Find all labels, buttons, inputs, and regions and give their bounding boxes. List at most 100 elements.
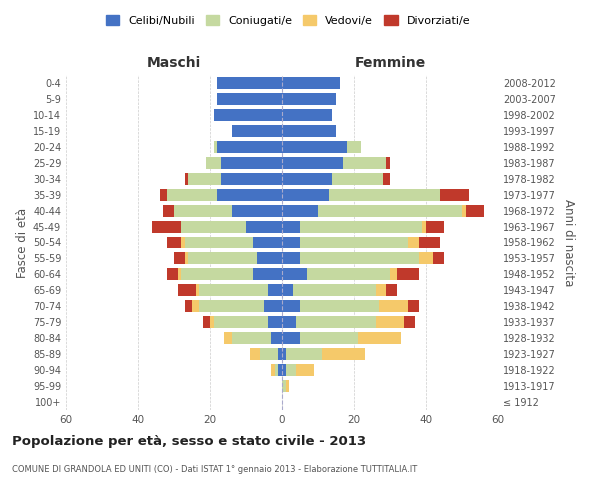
Bar (278, 364, 282, 376)
Bar (185, 300, 192, 312)
Bar (214, 316, 268, 328)
Bar (217, 77, 282, 89)
Bar (408, 236, 419, 248)
Bar (466, 204, 484, 216)
Bar (199, 300, 264, 312)
Bar (185, 236, 253, 248)
Bar (404, 316, 415, 328)
Bar (296, 364, 314, 376)
Bar (282, 157, 343, 168)
Bar (185, 252, 188, 264)
Bar (188, 172, 221, 184)
Bar (282, 252, 300, 264)
Bar (217, 141, 282, 153)
Bar (210, 316, 214, 328)
Bar (422, 220, 426, 232)
Text: Popolazione per età, sesso e stato civile - 2013: Popolazione per età, sesso e stato civil… (12, 435, 366, 448)
Bar (250, 348, 260, 360)
Bar (347, 141, 361, 153)
Bar (440, 188, 469, 200)
Bar (257, 252, 282, 264)
Bar (408, 300, 419, 312)
Text: Femmine: Femmine (355, 56, 425, 70)
Bar (174, 204, 232, 216)
Bar (419, 236, 440, 248)
Bar (282, 316, 296, 328)
Bar (232, 204, 282, 216)
Bar (332, 172, 383, 184)
Bar (253, 268, 282, 280)
Bar (293, 284, 376, 296)
Bar (462, 204, 466, 216)
Bar (282, 188, 329, 200)
Bar (282, 220, 300, 232)
Bar (282, 332, 300, 344)
Bar (260, 348, 278, 360)
Bar (376, 284, 386, 296)
Bar (282, 172, 332, 184)
Text: COMUNE DI GRANDOLA ED UNITI (CO) - Dati ISTAT 1° gennaio 2013 - Elaborazione TUT: COMUNE DI GRANDOLA ED UNITI (CO) - Dati … (12, 465, 417, 474)
Bar (167, 188, 217, 200)
Bar (221, 172, 282, 184)
Bar (383, 172, 390, 184)
Bar (214, 141, 217, 153)
Bar (196, 284, 199, 296)
Bar (232, 332, 271, 344)
Bar (300, 252, 419, 264)
Bar (282, 141, 347, 153)
Bar (329, 188, 440, 200)
Bar (178, 268, 181, 280)
Bar (167, 268, 178, 280)
Bar (246, 220, 282, 232)
Bar (300, 220, 422, 232)
Bar (390, 268, 397, 280)
Bar (174, 252, 185, 264)
Bar (379, 300, 408, 312)
Bar (271, 364, 275, 376)
Bar (376, 316, 404, 328)
Bar (181, 220, 246, 232)
Bar (343, 157, 386, 168)
Y-axis label: Anni di nascita: Anni di nascita (562, 199, 575, 286)
Legend: Celibi/Nubili, Coniugati/e, Vedovi/e, Divorziati/e: Celibi/Nubili, Coniugati/e, Vedovi/e, Di… (101, 10, 475, 30)
Bar (178, 284, 196, 296)
Bar (282, 268, 307, 280)
Bar (282, 364, 286, 376)
Bar (322, 348, 365, 360)
Bar (163, 204, 174, 216)
Bar (286, 364, 296, 376)
Text: Maschi: Maschi (147, 56, 201, 70)
Bar (358, 332, 401, 344)
Bar (300, 332, 358, 344)
Bar (268, 316, 282, 328)
Bar (217, 188, 282, 200)
Bar (282, 109, 332, 121)
Bar (203, 316, 210, 328)
Bar (282, 204, 318, 216)
Bar (192, 300, 199, 312)
Bar (181, 236, 185, 248)
Bar (282, 236, 300, 248)
Bar (282, 380, 286, 392)
Bar (296, 316, 376, 328)
Bar (286, 348, 322, 360)
Bar (160, 188, 167, 200)
Bar (152, 220, 181, 232)
Bar (318, 204, 462, 216)
Bar (282, 348, 286, 360)
Bar (224, 332, 232, 344)
Bar (253, 236, 282, 248)
Bar (188, 252, 257, 264)
Bar (214, 109, 282, 121)
Bar (300, 236, 408, 248)
Bar (282, 125, 336, 137)
Bar (386, 284, 397, 296)
Bar (185, 172, 188, 184)
Bar (282, 284, 293, 296)
Bar (300, 300, 379, 312)
Bar (275, 364, 278, 376)
Bar (433, 252, 444, 264)
Bar (286, 380, 289, 392)
Bar (282, 300, 300, 312)
Bar (221, 157, 282, 168)
